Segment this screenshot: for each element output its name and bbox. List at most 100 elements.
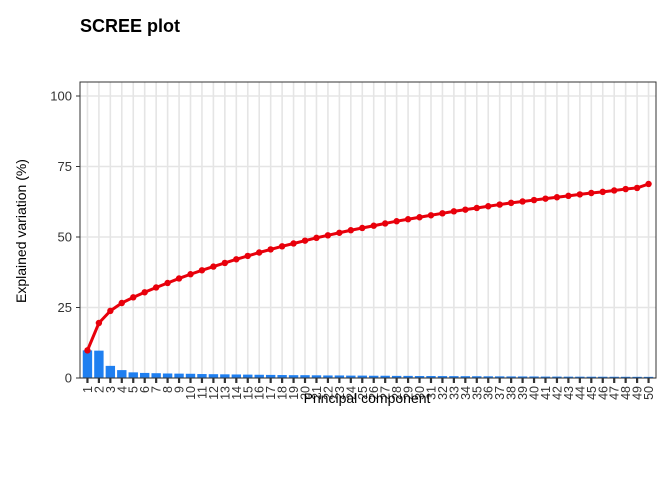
bar	[334, 375, 345, 378]
cumulative-point	[565, 192, 572, 200]
bar	[620, 376, 631, 378]
bar	[117, 370, 127, 378]
x-tick-label: 41	[539, 386, 553, 400]
bar	[643, 376, 654, 378]
cumulative-line	[86, 182, 650, 351]
bar	[632, 376, 642, 378]
x-tick-label: 22	[321, 386, 335, 400]
bar	[472, 376, 482, 378]
cumulative-point	[84, 347, 91, 354]
x-tick-label: 36	[482, 386, 496, 400]
cumulative-point	[370, 222, 377, 229]
cumulative-point	[393, 218, 400, 225]
bar	[288, 375, 299, 378]
cumulative-point	[267, 246, 274, 253]
bar	[277, 375, 287, 378]
x-tick-label: 5	[127, 386, 141, 393]
bar	[357, 375, 367, 378]
bar	[483, 376, 493, 378]
bar	[563, 376, 574, 378]
x-tick-label: 37	[493, 386, 507, 400]
bar	[174, 373, 184, 378]
x-tick-label: 26	[367, 386, 381, 400]
x-tick-label: 29	[402, 386, 416, 400]
bar	[449, 376, 459, 378]
y-tick-label: 75	[58, 159, 72, 174]
bar	[529, 376, 539, 378]
cumulative-point	[95, 319, 103, 327]
x-tick-label: 30	[413, 386, 427, 400]
bar	[540, 376, 551, 378]
cumulative-point	[542, 195, 549, 202]
x-tick-label: 7	[150, 386, 164, 393]
x-tick-label: 23	[333, 386, 347, 400]
x-tick-label: 3	[104, 386, 118, 393]
x-tick-label: 1	[81, 386, 95, 393]
bar	[494, 376, 505, 378]
bar	[220, 374, 230, 378]
cumulative-point	[439, 210, 446, 217]
cumulative-point	[519, 198, 526, 205]
bar	[231, 374, 242, 378]
cumulative-point	[450, 208, 458, 215]
x-tick-label: 49	[631, 386, 645, 400]
bar	[82, 350, 93, 378]
x-tick-label: 39	[516, 386, 530, 400]
cumulative-point	[553, 194, 561, 201]
cumulative-point	[381, 220, 389, 227]
cumulative-point	[221, 259, 229, 267]
cumulative-point	[359, 224, 366, 232]
bar	[517, 376, 528, 378]
cumulative-point	[107, 307, 114, 315]
bar	[609, 376, 619, 378]
y-tick-label: 50	[58, 230, 72, 245]
x-tick-label: 50	[642, 386, 656, 400]
x-tick-label: 20	[299, 386, 313, 400]
bar	[94, 350, 104, 378]
bar	[323, 375, 333, 378]
cumulative-point	[576, 191, 584, 198]
x-axis-title: Principal component	[304, 390, 431, 406]
x-tick-label: 12	[207, 386, 221, 400]
x-tick-label: 42	[550, 386, 564, 400]
x-tick-label: 44	[573, 386, 587, 400]
x-tick-label: 40	[528, 386, 542, 400]
x-tick-label: 4	[115, 386, 129, 393]
cumulative-point	[530, 196, 538, 204]
x-tick-label: 35	[470, 386, 484, 400]
bar	[426, 376, 436, 378]
cumulative-point	[507, 199, 515, 207]
cumulative-point	[416, 214, 423, 221]
cumulative-point	[404, 216, 412, 223]
x-tick-label: 32	[436, 386, 450, 400]
bar	[414, 376, 425, 378]
bar	[506, 376, 516, 378]
cumulative-point	[164, 279, 171, 287]
x-tick-label: 13	[218, 386, 232, 400]
bar	[140, 372, 150, 378]
cumulative-point	[324, 232, 332, 239]
x-tick-label: 27	[379, 386, 393, 400]
cumulative-point	[118, 299, 125, 307]
x-tick-label: 18	[276, 386, 290, 400]
x-tick-label: 14	[230, 386, 244, 400]
bar	[391, 375, 402, 378]
cumulative-point	[633, 184, 641, 192]
cumulative-point	[175, 275, 183, 282]
x-tick-label: 21	[310, 386, 324, 400]
cumulative-point	[347, 227, 355, 234]
bar	[403, 375, 413, 378]
bar	[369, 375, 379, 378]
cumulative-point	[290, 240, 297, 247]
x-tick-label: 24	[344, 386, 358, 400]
cumulative-point	[313, 234, 320, 242]
y-tick-label: 100	[50, 89, 72, 104]
cumulative-point	[244, 252, 251, 260]
bar	[265, 374, 276, 378]
bar	[151, 373, 161, 378]
bar	[185, 373, 196, 378]
bar	[311, 375, 322, 378]
bar	[300, 375, 310, 378]
bar	[575, 376, 585, 378]
